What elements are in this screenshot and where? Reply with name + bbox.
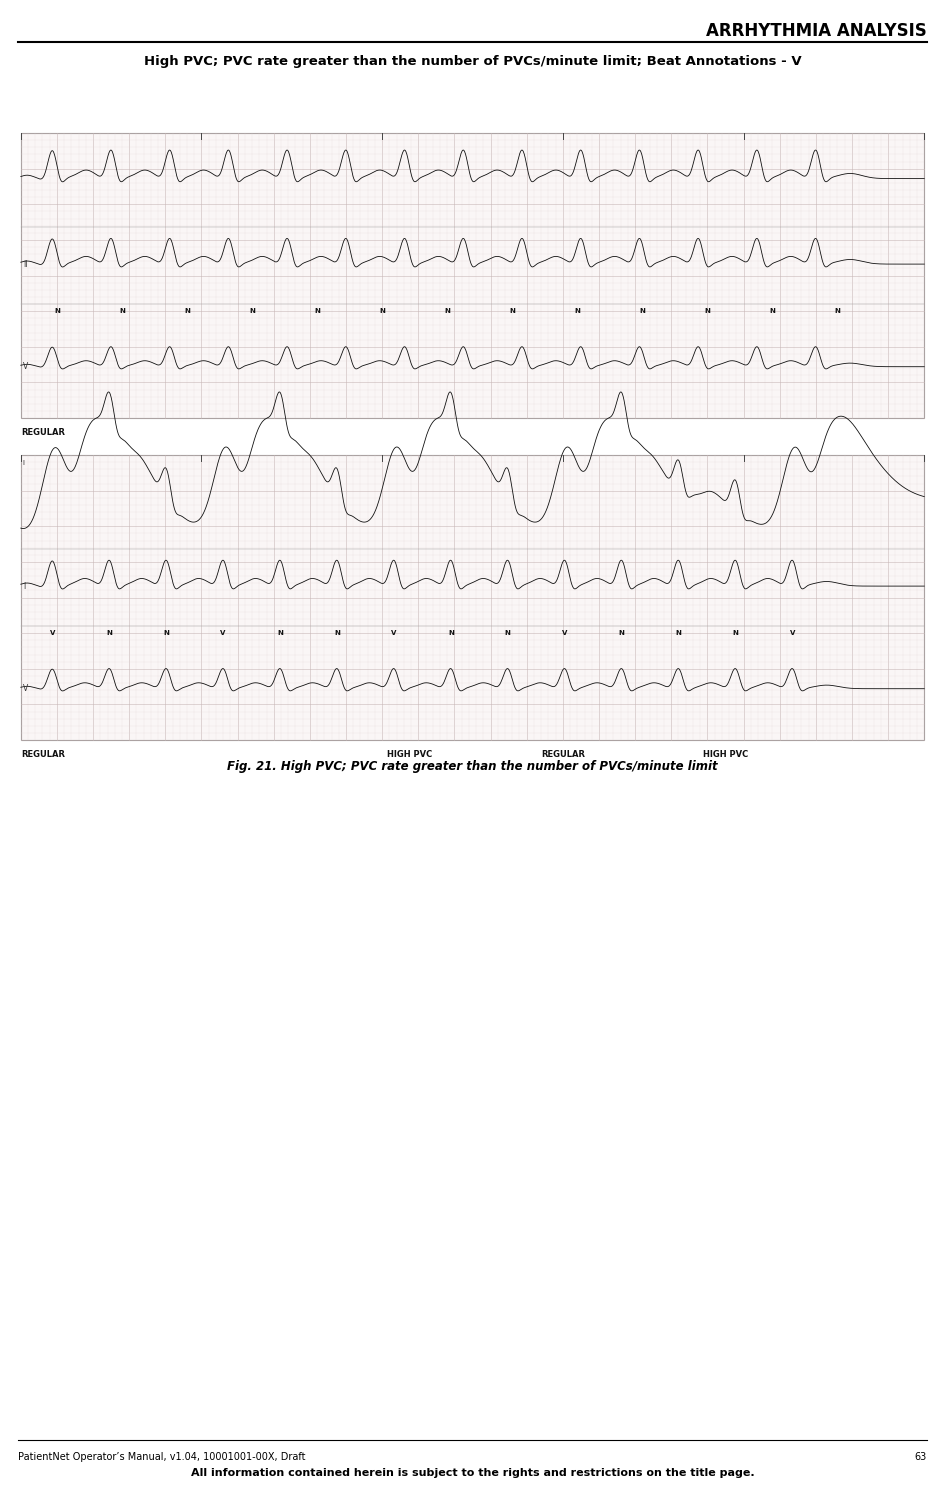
Bar <box>21 455 923 740</box>
Text: V: V <box>23 684 28 693</box>
Text: HIGH PVC: HIGH PVC <box>386 750 431 759</box>
Text: N: N <box>447 629 453 637</box>
Text: N: N <box>184 308 190 314</box>
Text: N: N <box>675 629 681 637</box>
Text: I: I <box>23 582 25 591</box>
Text: V: V <box>220 629 226 637</box>
Text: N: N <box>618 629 624 637</box>
Text: N: N <box>703 308 710 314</box>
Text: N: N <box>834 308 839 314</box>
Text: 63: 63 <box>914 1452 926 1463</box>
Text: N: N <box>639 308 645 314</box>
Text: All information contained herein is subject to the rights and restrictions on th: All information contained herein is subj… <box>191 1469 753 1478</box>
Text: V: V <box>23 362 28 371</box>
Text: N: N <box>163 629 169 637</box>
Text: N: N <box>509 308 514 314</box>
Text: V: V <box>391 629 396 637</box>
Text: REGULAR: REGULAR <box>540 750 584 759</box>
Text: N: N <box>768 308 775 314</box>
Text: N: N <box>574 308 580 314</box>
Text: N: N <box>277 629 282 637</box>
Text: II: II <box>23 259 27 269</box>
Text: ARRHYTHMIA ANALYSIS: ARRHYTHMIA ANALYSIS <box>705 22 926 40</box>
Text: Fig. 21. High PVC; PVC rate greater than the number of PVCs/minute limit: Fig. 21. High PVC; PVC rate greater than… <box>227 760 717 772</box>
Text: N: N <box>333 629 340 637</box>
Text: N: N <box>504 629 510 637</box>
Text: N: N <box>119 308 125 314</box>
Bar <box>21 132 923 418</box>
Text: REGULAR: REGULAR <box>21 429 65 437</box>
Text: HIGH PVC: HIGH PVC <box>702 750 748 759</box>
Text: V: V <box>789 629 794 637</box>
Text: N: N <box>313 308 320 314</box>
Text: REGULAR: REGULAR <box>21 750 65 759</box>
Text: N: N <box>54 308 59 314</box>
Text: V: V <box>50 629 55 637</box>
Text: High PVC; PVC rate greater than the number of PVCs/minute limit; Beat Annotation: High PVC; PVC rate greater than the numb… <box>143 55 801 68</box>
Text: PatientNet Operator’s Manual, v1.04, 10001001-00X, Draft: PatientNet Operator’s Manual, v1.04, 100… <box>18 1452 305 1463</box>
Text: N: N <box>249 308 255 314</box>
Text: N: N <box>732 629 737 637</box>
Text: I: I <box>23 460 25 466</box>
Text: V: V <box>562 629 566 637</box>
Text: N: N <box>107 629 112 637</box>
Text: N: N <box>444 308 449 314</box>
Text: N: N <box>379 308 385 314</box>
